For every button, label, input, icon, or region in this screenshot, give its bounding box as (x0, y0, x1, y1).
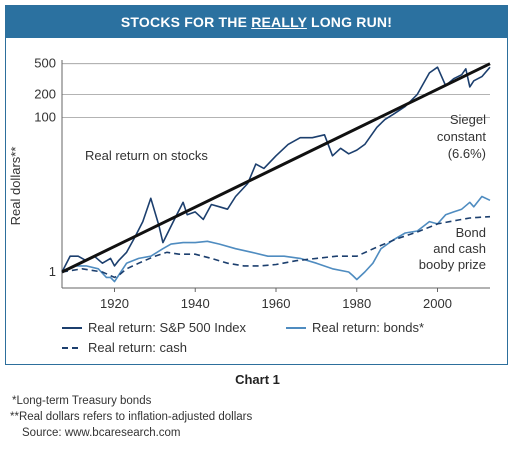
annotation-bond: Bond (456, 225, 486, 240)
title-part-2: LONG RUN! (306, 14, 393, 30)
footnote-real-dollars: **Real dollars refers to inflation-adjus… (10, 411, 253, 423)
line-chart: 1 100 200 500 1920 1940 1960 1980 2000 Real dolla… (8, 56, 491, 355)
x-tick-label: 1960 (262, 296, 291, 311)
legend-cash-label: Real return: cash (88, 340, 187, 355)
cash-series-line (61, 215, 491, 279)
annotation-siegel: Siegel (450, 112, 486, 127)
y-tick-label: 200 (34, 86, 56, 101)
x-tick-label: 1980 (342, 296, 371, 311)
legend-stocks-label: Real return: S&P 500 Index (88, 320, 247, 335)
y-tick-label: 100 (34, 110, 56, 125)
siegel-trend-line (61, 62, 491, 274)
y-tick-label: 500 (34, 56, 56, 71)
annotation-real-return-stocks: Real return on stocks (85, 148, 208, 163)
annotation-constant: constant (437, 129, 487, 144)
footnote-source: Source: www.bcaresearch.com (22, 427, 181, 439)
y-axis-label: Real dollars** (8, 147, 23, 226)
chart-caption: Chart 1 (235, 372, 280, 387)
stocks-series-line (61, 66, 491, 273)
title-part-1: STOCKS FOR THE (120, 14, 252, 30)
chart-frame: STOCKS FOR THE REALLY LONG RUN! (5, 5, 508, 365)
chart-title-banner: STOCKS FOR THE REALLY LONG RUN! (6, 6, 507, 38)
annotation-booby-prize: booby prize (419, 257, 486, 272)
annotation-and-cash: and cash (433, 241, 486, 256)
x-tick-label: 1920 (100, 296, 129, 311)
bonds-series-line (61, 195, 491, 283)
x-tick-label: 2000 (423, 296, 452, 311)
annotation-rate: (6.6%) (448, 146, 486, 161)
footnote-bonds: *Long-term Treasury bonds (12, 395, 152, 407)
legend-bonds-label: Real return: bonds* (312, 320, 424, 335)
y-tick-label: 1 (49, 264, 56, 279)
x-tick-label: 1940 (181, 296, 210, 311)
title-part-underlined: REALLY (251, 14, 307, 30)
